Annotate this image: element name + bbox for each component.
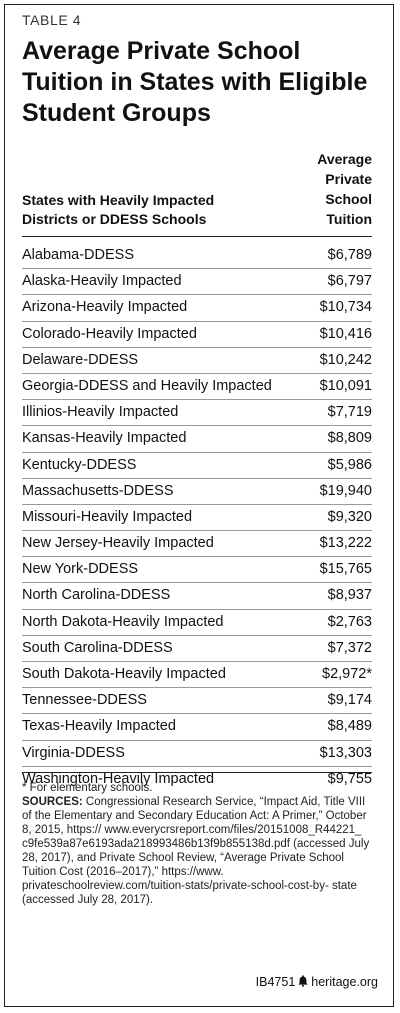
tuition-cell: $5,986	[327, 456, 372, 473]
state-cell: Arizona-Heavily Impacted	[22, 299, 188, 316]
tuition-cell: $8,489	[327, 718, 372, 735]
tuition-cell: $8,809	[327, 430, 372, 447]
state-cell: South Carolina-DDESS	[22, 639, 173, 656]
table-row: South Carolina-DDESS $7,372	[22, 636, 372, 662]
tuition-header-line-3: School	[325, 191, 372, 207]
state-cell: Georgia-DDESS and Heavily Impacted	[22, 377, 272, 394]
tuition-cell: $10,734	[319, 299, 372, 316]
state-cell: Massachusetts-DDESS	[22, 482, 174, 499]
states-header-line-1: States with Heavily Impacted	[22, 192, 215, 208]
tuition-header-line-4: Tuition	[326, 211, 372, 227]
table-row: North Dakota-Heavily Impacted $2,763	[22, 610, 372, 636]
tuition-cell: $6,789	[327, 247, 372, 263]
state-cell: Kentucky-DDESS	[22, 456, 137, 473]
tuition-cell: $9,320	[327, 508, 372, 525]
state-cell: North Carolina-DDESS	[22, 587, 171, 604]
publication-code: IB4751	[255, 975, 296, 989]
tuition-cell: $15,765	[319, 561, 372, 578]
tuition-cell: $2,763	[327, 613, 372, 630]
state-cell: Texas-Heavily Impacted	[22, 718, 176, 735]
state-cell: Tennessee-DDESS	[22, 692, 147, 709]
table-row: Texas-Heavily Impacted $8,489	[22, 714, 372, 741]
table-row: Missouri-Heavily Impacted $9,320	[22, 505, 372, 532]
tuition-cell: $10,242	[319, 351, 372, 368]
table-row: South Dakota-Heavily Impacted $2,972*	[22, 662, 372, 689]
table-row: Virginia-DDESS $13,303	[22, 741, 372, 767]
elementary-footnote: * For elementary schools.	[22, 782, 153, 794]
table-row: Washington-Heavily Impacted $9,755	[22, 767, 372, 793]
tuition-cell: $13,303	[319, 744, 372, 761]
table-row: Alaska-Heavily Impacted $6,797	[22, 269, 372, 296]
footnotes: * For elementary schools. SOURCES: Congr…	[22, 781, 372, 907]
footnote-divider	[22, 772, 372, 773]
tuition-cell: $10,416	[319, 325, 372, 342]
state-cell: Virginia-DDESS	[22, 744, 125, 761]
table-row: Alabama-DDESS $6,789	[22, 243, 372, 270]
table-label: TABLE 4	[22, 12, 82, 28]
sources-text: Congressional Research Service, “Impact …	[22, 796, 370, 906]
table-card	[4, 4, 394, 1007]
tuition-cell: $8,937	[327, 587, 372, 604]
state-cell: Missouri-Heavily Impacted	[22, 508, 193, 525]
state-cell: Colorado-Heavily Impacted	[22, 325, 197, 342]
brand-footer: IB4751 heritage.org	[256, 975, 378, 990]
state-cell: Alabama-DDESS	[22, 247, 135, 263]
state-cell: North Dakota-Heavily Impacted	[22, 613, 224, 630]
site-name: heritage.org	[311, 975, 378, 989]
states-header-line-2: Districts or DDESS Schools	[22, 211, 207, 227]
tuition-column-header: Average Private School Tuition	[282, 149, 372, 229]
table-row: New Jersey-Heavily Impacted $13,222	[22, 531, 372, 558]
table-row: Massachusetts-DDESS $19,940	[22, 479, 372, 505]
liberty-bell-icon	[298, 975, 308, 990]
table-header: States with Heavily Impacted Districts o…	[22, 151, 372, 235]
tuition-cell: $10,091	[319, 377, 372, 394]
tuition-header-line-2: Private	[325, 171, 372, 187]
state-cell: Washington-Heavily Impacted	[22, 770, 215, 787]
tuition-cell: $2,972*	[322, 666, 372, 682]
table-row: Georgia-DDESS and Heavily Impacted $10,09…	[22, 374, 372, 401]
state-cell: Illinios-Heavily Impacted	[22, 404, 179, 421]
table-title: Average Private School Tuition in States…	[22, 37, 368, 127]
table-row: Delaware-DDESS $10,242	[22, 348, 372, 374]
state-cell: Kansas-Heavily Impacted	[22, 430, 187, 447]
sources-label: SOURCES:	[22, 796, 83, 808]
tuition-cell: $6,797	[327, 273, 372, 290]
state-cell: South Dakota-Heavily Impacted	[22, 666, 226, 682]
table-row: Tennessee-DDESS $9,174	[22, 688, 372, 715]
tuition-cell: $9,755	[327, 770, 372, 787]
tuition-cell: $19,940	[319, 482, 372, 499]
table-row: Kentucky-DDESS $5,986	[22, 453, 372, 479]
table-row: Arizona-Heavily Impacted $10,734	[22, 295, 372, 322]
state-cell: New Jersey-Heavily Impacted	[22, 535, 214, 552]
table-row: Colorado-Heavily Impacted $10,416	[22, 322, 372, 348]
state-cell: New York-DDESS	[22, 561, 139, 578]
states-column-header: States with Heavily Impacted Districts o…	[22, 191, 214, 229]
table-row: Kansas-Heavily Impacted $8,809	[22, 426, 372, 453]
table-row: Illinios-Heavily Impacted $7,719	[22, 400, 372, 427]
table-row: North Carolina-DDESS $8,937	[22, 583, 372, 610]
header-divider	[22, 236, 372, 237]
state-cell: Delaware-DDESS	[22, 351, 139, 368]
table-body: Alabama-DDESS $6,789 Alaska-Heavily Impac…	[22, 243, 372, 793]
tuition-header-line-1: Average	[317, 151, 372, 167]
sources-note: SOURCES: Congressional Research Service,…	[22, 795, 372, 907]
tuition-cell: $7,719	[327, 404, 372, 421]
tuition-cell: $13,222	[319, 535, 372, 552]
table-row: New York-DDESS $15,765	[22, 557, 372, 584]
state-cell: Alaska-Heavily Impacted	[22, 273, 182, 290]
tuition-cell: $9,174	[327, 692, 372, 709]
tuition-cell: $7,372	[327, 639, 372, 656]
